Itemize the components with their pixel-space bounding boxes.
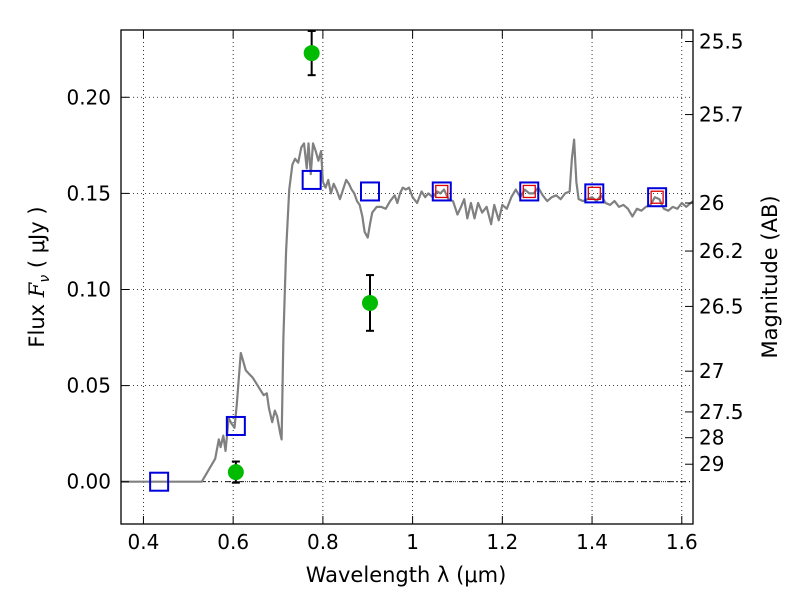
y-axis-label-subscript: ν (37, 275, 53, 283)
y-tick-label: 0.10 (66, 277, 111, 301)
observed-point (227, 464, 244, 481)
y-tick-label: 0.05 (66, 374, 111, 398)
x-tick-label: 0.6 (217, 530, 249, 554)
model-point-inner (435, 184, 449, 199)
y-axis-label: Flux Fν ( μJy ) (25, 206, 53, 347)
x-tick-labels: 0.4 0.6 0.8 1 1.2 1.4 1.6 (128, 530, 698, 554)
model-point-inner (587, 186, 601, 201)
y-axis-label-prefix: Flux (25, 297, 49, 347)
model-point (225, 415, 246, 436)
y-tick-label: 0.20 (66, 85, 111, 109)
magnitude-tick-label: 26.2 (699, 239, 744, 263)
x-tick-label: 1.6 (666, 530, 698, 554)
right-axis-label: Magnitude (AB) (758, 195, 782, 358)
magnitude-tick-label: 25.7 (699, 103, 744, 127)
x-tick-label: 1.2 (486, 530, 518, 554)
axis-ticks (121, 30, 693, 524)
observed-photometry (227, 29, 378, 484)
x-axis-label: Wavelength λ (μm) (306, 563, 507, 587)
spectrum-path (121, 138, 694, 483)
model-point (584, 183, 605, 204)
x-tick-label: 1.4 (576, 530, 608, 554)
x-tick-label: 0.8 (307, 530, 339, 554)
observed-point (361, 294, 378, 311)
model-point (519, 181, 540, 202)
magnitude-tick-label: 27.5 (699, 400, 744, 424)
plot-frame (120, 29, 694, 525)
magnitude-tick-label: 26 (699, 191, 724, 215)
observed-point (303, 45, 320, 62)
y-axis-label-suffix: ( μJy ) (25, 206, 49, 274)
x-tick-label: 1 (406, 530, 419, 554)
model-spectrum-line (121, 138, 694, 483)
magnitude-tick-label: 26.5 (699, 294, 744, 318)
model-point (647, 187, 668, 208)
model-point (301, 169, 322, 190)
magnitude-tick-label: 27 (699, 359, 724, 383)
magnitude-tick-label: 29 (699, 452, 724, 476)
y-tick-labels: 0.00 0.05 0.10 0.15 0.20 (66, 85, 111, 493)
model-point-inner (522, 184, 536, 199)
y-axis-label-symbol: F (25, 281, 49, 298)
grid-lines (121, 30, 693, 524)
magnitude-tick-label: 28 (699, 426, 724, 450)
model-photometry (149, 169, 668, 492)
model-point (431, 181, 452, 202)
model-point-inner (650, 190, 664, 204)
y-tick-label: 0.15 (66, 181, 111, 205)
y-tick-label: 0.00 (66, 470, 111, 494)
magnitude-tick-label: 25.5 (699, 30, 744, 54)
x-tick-label: 0.4 (128, 530, 160, 554)
model-point (149, 471, 170, 492)
model-point (359, 181, 380, 202)
